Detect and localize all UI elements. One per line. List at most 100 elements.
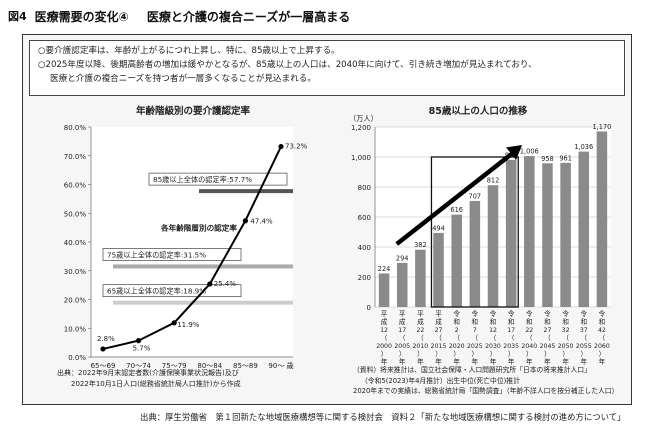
x-tick-label: 37 (580, 327, 588, 334)
bar (487, 185, 499, 307)
bar-value-label: 382 (414, 241, 427, 249)
x-tick-label: 32 (562, 327, 570, 334)
trend-arrow-head (506, 145, 523, 160)
x-tick-label: 27 (544, 327, 552, 334)
y-tick-label: 800 (358, 184, 371, 192)
y-tick-label: 1,200 (351, 124, 371, 132)
annotation-label: 75歳以上全体の認定率:31.5% (107, 250, 206, 259)
reference-line (113, 300, 293, 305)
trend-arrow-shaft (395, 150, 516, 246)
x-tick-label: 和 (526, 317, 533, 326)
bar-value-label: 494 (432, 224, 445, 232)
bar (524, 156, 535, 307)
left-source-line: 出典：2022年9月末認定者数(介護保険事業状況報告)及び (57, 369, 239, 377)
data-point (242, 218, 248, 224)
x-tick-label: 85～89 (233, 362, 258, 370)
y-tick-label: 600 (358, 214, 371, 222)
figure-header: 図4 医療需要の変化④ 医療と介護の複合ニーズが一層高まる (8, 6, 350, 26)
x-tick-label: 2035 (503, 343, 519, 350)
x-tick-label: （ (544, 334, 551, 342)
x-tick-label: 年 (472, 357, 479, 366)
summary-line-1: ○要介護認定率は、年齢が上がるにつれ上昇し、特に、85歳以上で上昇する。 (38, 46, 340, 56)
x-tick-label: 平 (399, 310, 406, 318)
x-tick-label: 年 (435, 357, 442, 366)
x-tick-label: （ (508, 334, 515, 342)
right-source-line: （令和5(2023)年4月推計）出生中位(死亡中位)推計 (361, 376, 520, 385)
x-tick-label: ） (417, 350, 424, 358)
x-tick-label: 令 (544, 309, 551, 318)
bar-value-label: 1,006 (520, 148, 539, 156)
x-tick-label: 令 (599, 309, 606, 318)
x-tick-label: （ (381, 334, 388, 342)
x-tick-label: 年 (453, 357, 460, 366)
x-tick-label: 成 (417, 317, 424, 326)
footer-source: 出典：厚生労働省 第１回新たな地域医療構想等に関する検討会 資料２「新たな地域医… (140, 412, 626, 422)
annotation-box (102, 248, 242, 261)
x-tick-label: 2045 (540, 343, 556, 350)
left-source-line: 2022年10月1日人口(総務省統計局人口推計)から作成 (71, 380, 241, 388)
x-tick-label: 80～84 (197, 362, 222, 370)
bar-value-label: 1,036 (574, 143, 593, 151)
x-tick-label: 和 (599, 317, 606, 326)
plot-area (91, 127, 293, 357)
x-tick-label: 令 (490, 309, 497, 318)
x-tick-label: 令 (562, 309, 569, 318)
data-label: 11.9% (177, 321, 200, 329)
x-tick-label: 42 (598, 327, 606, 334)
x-tick-label: 年 (562, 357, 569, 366)
x-tick-label: 2010 (413, 343, 429, 350)
x-tick-label: （ (526, 334, 533, 342)
y-tick-label: 70.0% (64, 153, 87, 161)
x-tick-label: 和 (562, 317, 569, 326)
x-tick-label: 年 (580, 357, 587, 366)
figure-title: 医療需要の変化④ (34, 9, 129, 24)
right-source-line: 2020年までの実績は、総務省統計局「国勢調査」（年齢不詳人口を按分補正した人口… (353, 387, 619, 395)
highlight-box (430, 156, 519, 308)
x-tick-label: 2050 (558, 343, 574, 350)
bar (542, 163, 553, 307)
x-tick-label: ） (544, 350, 551, 358)
y-tick-label: 10.0% (64, 325, 87, 333)
x-tick-label: 成 (435, 317, 442, 326)
x-tick-label: 年 (381, 357, 388, 366)
data-label: 5.7% (133, 345, 151, 353)
x-tick-label: 平 (417, 310, 424, 318)
x-tick-label: ） (490, 350, 497, 358)
y-axis-unit: （万人） (349, 114, 378, 123)
left-chart-title: 年齢階級別の要介護認定率 (135, 106, 250, 117)
bar (396, 262, 408, 307)
data-point (207, 281, 213, 287)
bar-value-label: 961 (559, 154, 572, 162)
x-tick-label: ） (599, 350, 606, 358)
x-tick-label: 年 (544, 357, 551, 366)
x-tick-label: 令 (508, 309, 515, 318)
data-label: 2.8% (97, 335, 115, 343)
x-tick-label: ） (453, 350, 460, 358)
bar-value-label: 294 (396, 254, 409, 262)
bar-value-label: 224 (378, 265, 391, 273)
x-tick-label: 年 (399, 357, 406, 366)
x-tick-label: 70～74 (126, 362, 151, 370)
data-point (171, 320, 177, 326)
series-line (102, 146, 282, 350)
x-tick-label: 令 (453, 309, 460, 318)
x-tick-label: （ (453, 334, 460, 342)
x-tick-label: ） (508, 350, 515, 358)
right-chart-title: 85歳以上の人口の推移 (428, 106, 528, 117)
x-tick-label: 年 (508, 357, 515, 366)
x-tick-label: 22 (525, 327, 533, 334)
figure-label: 図4 (8, 10, 27, 23)
y-tick-label: 0.0% (68, 354, 86, 362)
right-source-line: （資料）将来推計は、国立社会保障・人口問題研究所「日本の将来推計人口」 (353, 366, 591, 374)
figure-frame: ○要介護認定率は、年齢が上がるにつれ上昇し、特に、85歳以上で上昇する。 ○20… (22, 34, 632, 405)
x-tick-label: 成 (381, 317, 388, 326)
y-tick-label: 0 (367, 304, 371, 312)
y-tick-label: 400 (358, 244, 371, 252)
population-bar-chart: （万人）02004006008001,0001,200224平成12（2000）… (349, 114, 611, 366)
x-tick-label: ） (435, 350, 442, 358)
data-label: 47.4% (250, 218, 273, 226)
data-label: 73.2% (285, 143, 308, 151)
y-tick-label: 60.0% (64, 182, 87, 190)
x-tick-label: 22 (416, 327, 424, 334)
data-point (136, 338, 142, 344)
